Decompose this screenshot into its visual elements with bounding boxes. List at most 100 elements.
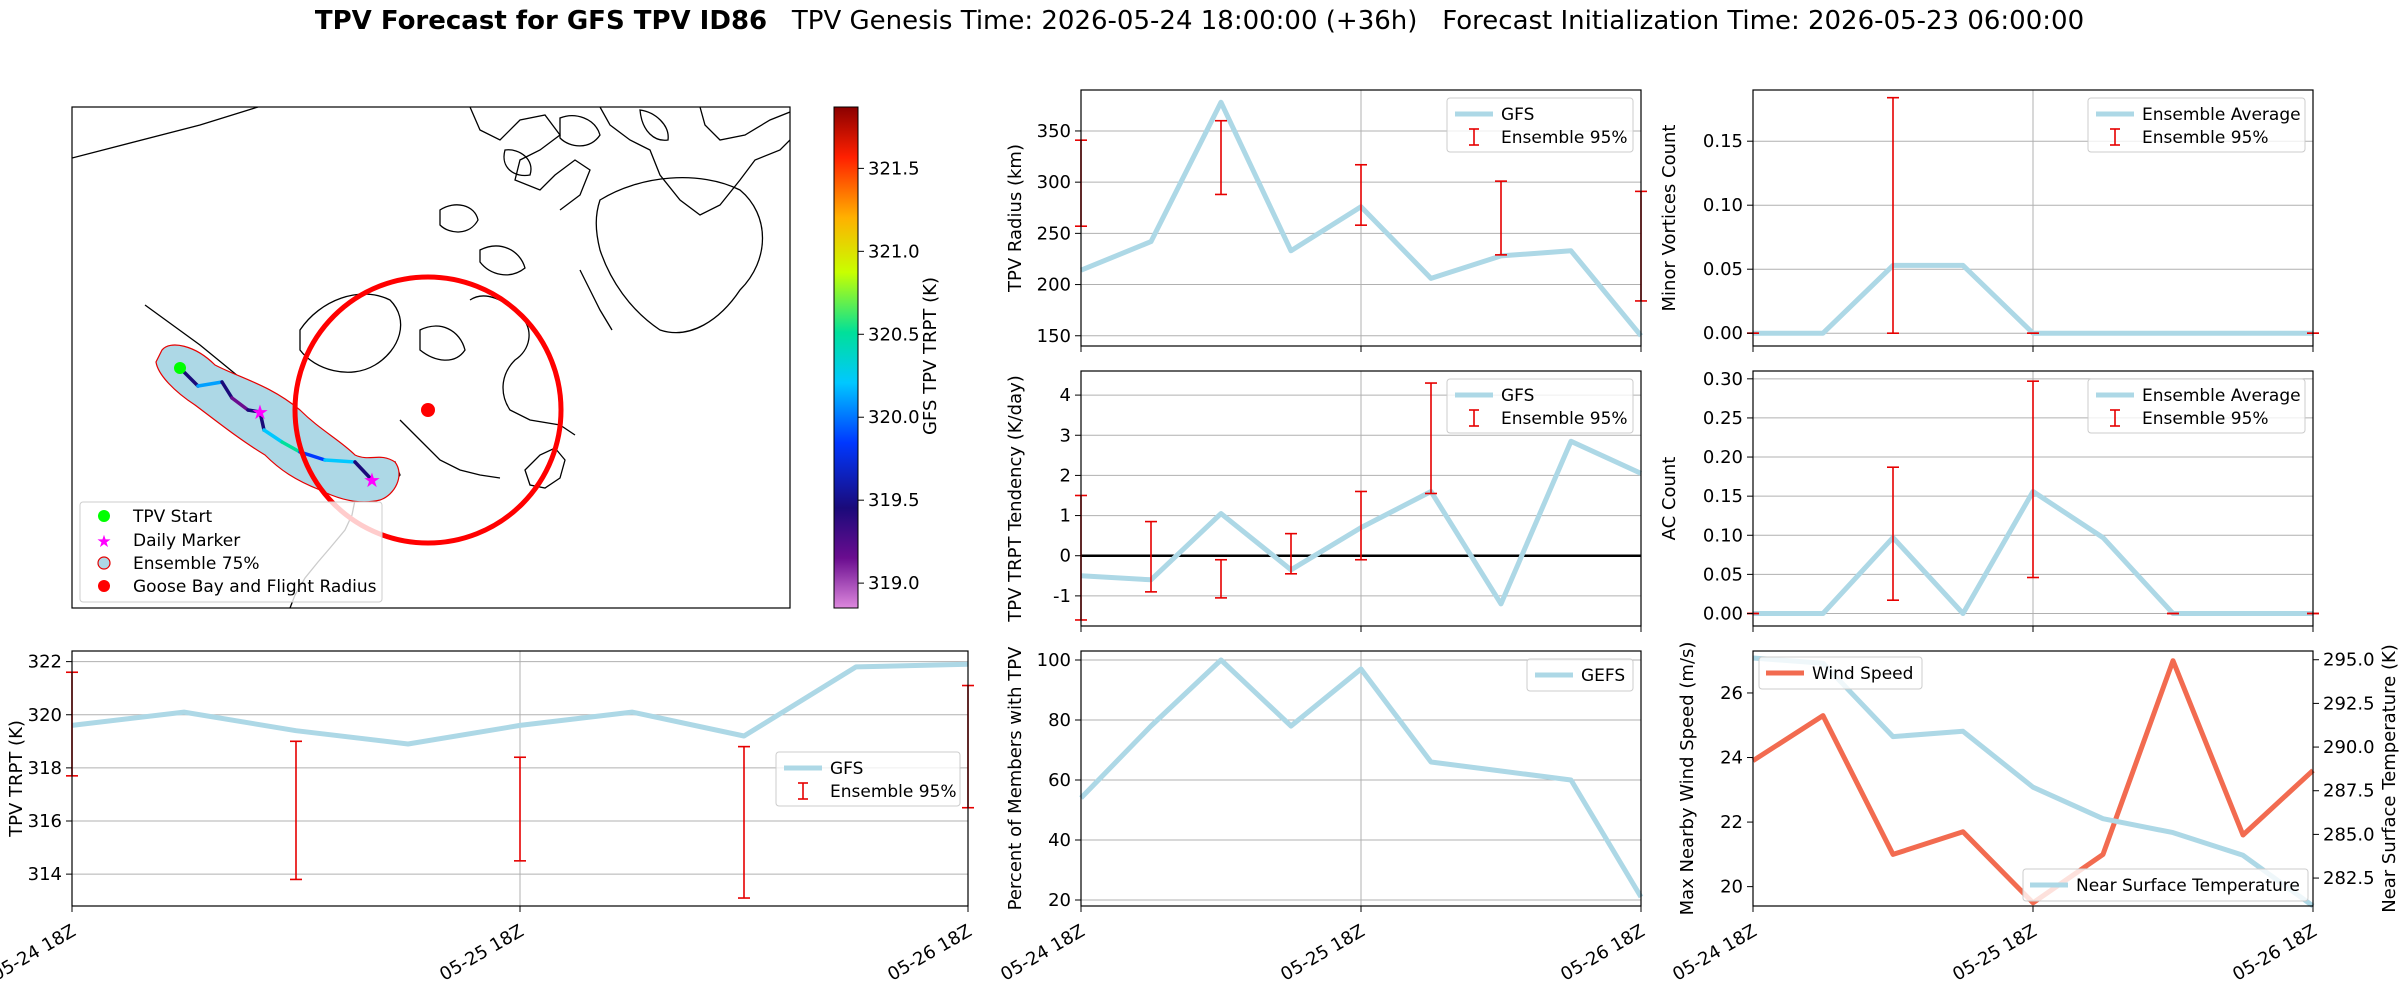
legend-minor: Ensemble Average Ensemble 95% xyxy=(2087,97,2306,153)
y-axis-label: Percent of Members with TPV xyxy=(1005,646,1026,910)
legend-errorbar-swatch xyxy=(1469,128,1479,146)
series-line-members-0 xyxy=(1079,657,1644,899)
chart-radius: 150 200 250 300 350 TPV Radius (km) GFS Ensembl… xyxy=(1005,89,1647,352)
chart-trpt: 314 316 318 320 322 05-24 18Z 05-25 18Z 05-26 1… xyxy=(0,650,975,982)
legend-entry: Wind Speed xyxy=(1812,664,1913,684)
title-init-time: Forecast Initialization Time: 2026-05-23… xyxy=(1442,6,2085,36)
figure-title: TPV Forecast for GFS TPV ID86 TPV Genesi… xyxy=(0,6,2399,36)
legend-tpv-start: TPV Start xyxy=(132,507,213,527)
y2tick-label: 282.5 xyxy=(2323,868,2375,889)
ytick-label: 20 xyxy=(1048,890,1071,911)
ytick-label: 150 xyxy=(1037,326,1071,347)
daily-marker-1: ★ xyxy=(251,400,269,424)
legend-entry: GFS xyxy=(1501,105,1534,125)
daily-marker-2: ★ xyxy=(363,468,381,492)
ytick-label: 350 xyxy=(1037,121,1071,142)
ytick-label: 316 xyxy=(28,811,62,832)
legend-errorbar-swatch xyxy=(2110,128,2120,146)
ytick-label: 0 xyxy=(1060,546,1071,567)
ytick-label: 250 xyxy=(1037,223,1071,244)
legend-entry: Ensemble 95% xyxy=(2142,409,2269,429)
xtick-label: 05-24 18Z xyxy=(997,921,1088,982)
errorbar xyxy=(738,745,750,899)
title-tpv-id: TPV Forecast for GFS TPV ID86 xyxy=(314,6,768,36)
ytick-label: 300 xyxy=(1037,172,1071,193)
series-line-wind-0 xyxy=(1751,658,2315,906)
colorbar-gradient xyxy=(833,106,859,609)
legend-entry: Ensemble 95% xyxy=(1501,128,1628,148)
ytick-label: 40 xyxy=(1048,830,1071,851)
errorbar xyxy=(514,756,526,862)
tpv-start-marker xyxy=(174,362,186,374)
ytick-label: 320 xyxy=(28,705,62,726)
ytick-label: 314 xyxy=(28,864,62,885)
ytick-label: 200 xyxy=(1037,275,1071,296)
xtick-label: 05-25 18Z xyxy=(436,921,527,982)
ytick-label: 26 xyxy=(1720,683,1743,704)
legend-errorbar-swatch xyxy=(2110,409,2120,427)
legend-entry: Near Surface Temperature xyxy=(2076,876,2300,896)
colorbar-tick-label: 321.0 xyxy=(868,241,920,262)
y-axis-label: TPV TRPT Tendency (K/day) xyxy=(1005,375,1026,623)
series-line-trpt-0 xyxy=(71,661,969,747)
map-panel: ★ ★ TPV Start ★ Daily Marker Ensemble 75… xyxy=(71,106,941,609)
legend-tendency: GFS Ensemble 95% xyxy=(1446,378,1634,434)
ytick-label: 2 xyxy=(1060,465,1071,486)
xtick-label: 05-25 18Z xyxy=(1277,921,1368,982)
errorbar xyxy=(1355,163,1367,226)
legend-ensemble-icon xyxy=(97,556,111,570)
legend-ensemble-75: Ensemble 75% xyxy=(133,554,260,574)
ytick-label: 20 xyxy=(1720,877,1743,898)
goose-bay-marker xyxy=(421,403,435,417)
ytick-label: 0.00 xyxy=(1703,603,1743,624)
errorbar xyxy=(2027,380,2039,579)
ytick-label: 0.25 xyxy=(1703,408,1743,429)
legend-members: GEFS xyxy=(1526,658,1634,692)
ytick-label: 0.10 xyxy=(1703,525,1743,546)
chart-ac: 0.00 0.05 0.10 0.15 0.20 0.25 0.30 AC Count Ense… xyxy=(1659,369,2319,632)
y2tick-label: 290.0 xyxy=(2323,737,2375,758)
y2tick-label: 287.5 xyxy=(2323,781,2375,802)
errorbar xyxy=(1215,119,1227,196)
ytick-label: 0.30 xyxy=(1703,369,1743,390)
legend-radius: GFS Ensemble 95% xyxy=(1446,97,1634,153)
y2tick-label: 285.0 xyxy=(2323,824,2375,845)
y2-axis-label: Near Surface Temperature (K) xyxy=(2379,644,2399,913)
errorbar xyxy=(1285,532,1297,575)
ytick-label: 0.15 xyxy=(1703,486,1743,507)
title-genesis-time: TPV Genesis Time: 2026-05-24 18:00:00 (+… xyxy=(791,6,1418,36)
legend-errorbar-swatch xyxy=(798,782,808,800)
errorbar xyxy=(1425,382,1437,495)
legend-errorbar-swatch xyxy=(1469,409,1479,427)
xtick-label: 05-26 18Z xyxy=(884,921,975,982)
ytick-label: 0.05 xyxy=(1703,259,1743,280)
legend-ac: Ensemble Average Ensemble 95% xyxy=(2087,378,2306,434)
ytick-label: 100 xyxy=(1037,650,1071,671)
legend-entry: Ensemble 95% xyxy=(2142,128,2269,148)
colorbar-tick-label: 320.5 xyxy=(868,324,920,345)
legend-entry: Ensemble Average xyxy=(2142,105,2301,125)
ytick-label: 24 xyxy=(1720,748,1743,769)
errorbar xyxy=(1145,520,1157,593)
colorbar: 321.5 321.0 320.5 320.0 319.5 319.0 GFS TPV T… xyxy=(833,106,941,609)
colorbar-tick-label: 319.5 xyxy=(868,490,920,511)
xtick-label: 05-26 18Z xyxy=(1557,921,1648,982)
flight-radius-circle xyxy=(292,274,564,546)
ytick-label: 0.15 xyxy=(1703,131,1743,152)
map-frame xyxy=(71,106,791,609)
errorbar xyxy=(1495,180,1507,256)
legend-entry: GEFS xyxy=(1581,666,1625,686)
y2tick-label: 292.5 xyxy=(2323,693,2375,714)
y2tick-label: 295.0 xyxy=(2323,650,2375,671)
legend-goose-bay: Goose Bay and Flight Radius xyxy=(133,577,377,597)
colorbar-label: GFS TPV TRPT (K) xyxy=(920,277,941,435)
xtick-label: 05-24 18Z xyxy=(1669,921,1760,982)
colorbar-tick-label: 319.0 xyxy=(868,573,920,594)
xtick-label: 05-26 18Z xyxy=(2229,921,2320,982)
y-axis-label: Max Nearby Wind Speed (m/s) xyxy=(1677,642,1698,916)
y-axis-label: AC Count xyxy=(1659,457,1680,541)
ytick-label: -1 xyxy=(1053,586,1071,607)
ytick-label: 3 xyxy=(1060,425,1071,446)
